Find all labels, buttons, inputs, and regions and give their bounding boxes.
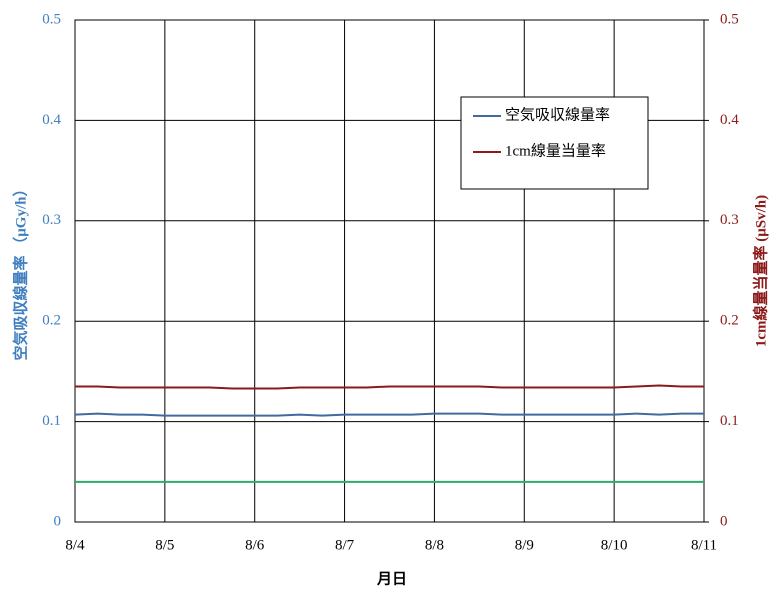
data-line: [75, 384, 704, 390]
y-tick-label: 0.1: [42, 413, 61, 429]
legend-box: [460, 96, 649, 190]
y-tick-label: 0.5: [42, 11, 61, 27]
x-tick-label: 8/10: [601, 537, 628, 553]
y-tick-label: 0.2: [42, 313, 61, 329]
y2-tick-label: 0.1: [720, 413, 739, 429]
x-tick-label: 8/8: [425, 537, 444, 553]
y2-tick-label: 0.5: [720, 11, 739, 27]
y2-axis-title: 1cm線量当量率 (μSv/h): [751, 195, 769, 347]
x-tick-label: 8/4: [65, 537, 85, 553]
y2-tick-label: 0: [720, 513, 728, 529]
data-line: [74, 412, 704, 417]
x-tick-label: 8/5: [155, 537, 174, 553]
legend-label: 1cm線量当量率: [505, 142, 606, 159]
y2-tick-label: 0.4: [720, 112, 739, 128]
y-tick-label: 0: [54, 513, 62, 529]
y-tick-label: 0.3: [42, 212, 61, 228]
y-axis-title: 空気吸収線量率 （μGy/h）: [11, 182, 29, 361]
x-tick-label: 8/6: [245, 537, 265, 553]
x-tick-label: 8/11: [691, 537, 717, 553]
x-tick-label: 8/7: [335, 537, 355, 553]
x-tick-label: 8/9: [515, 537, 534, 553]
legend-label: 空気吸収線量率: [505, 106, 610, 123]
plot-area: [74, 19, 705, 523]
y2-tick-label: 0.2: [720, 313, 739, 329]
y2-tick-label: 0.3: [720, 212, 739, 228]
x-axis-title: 月日: [376, 570, 407, 587]
y-tick-label: 0.4: [42, 112, 61, 128]
